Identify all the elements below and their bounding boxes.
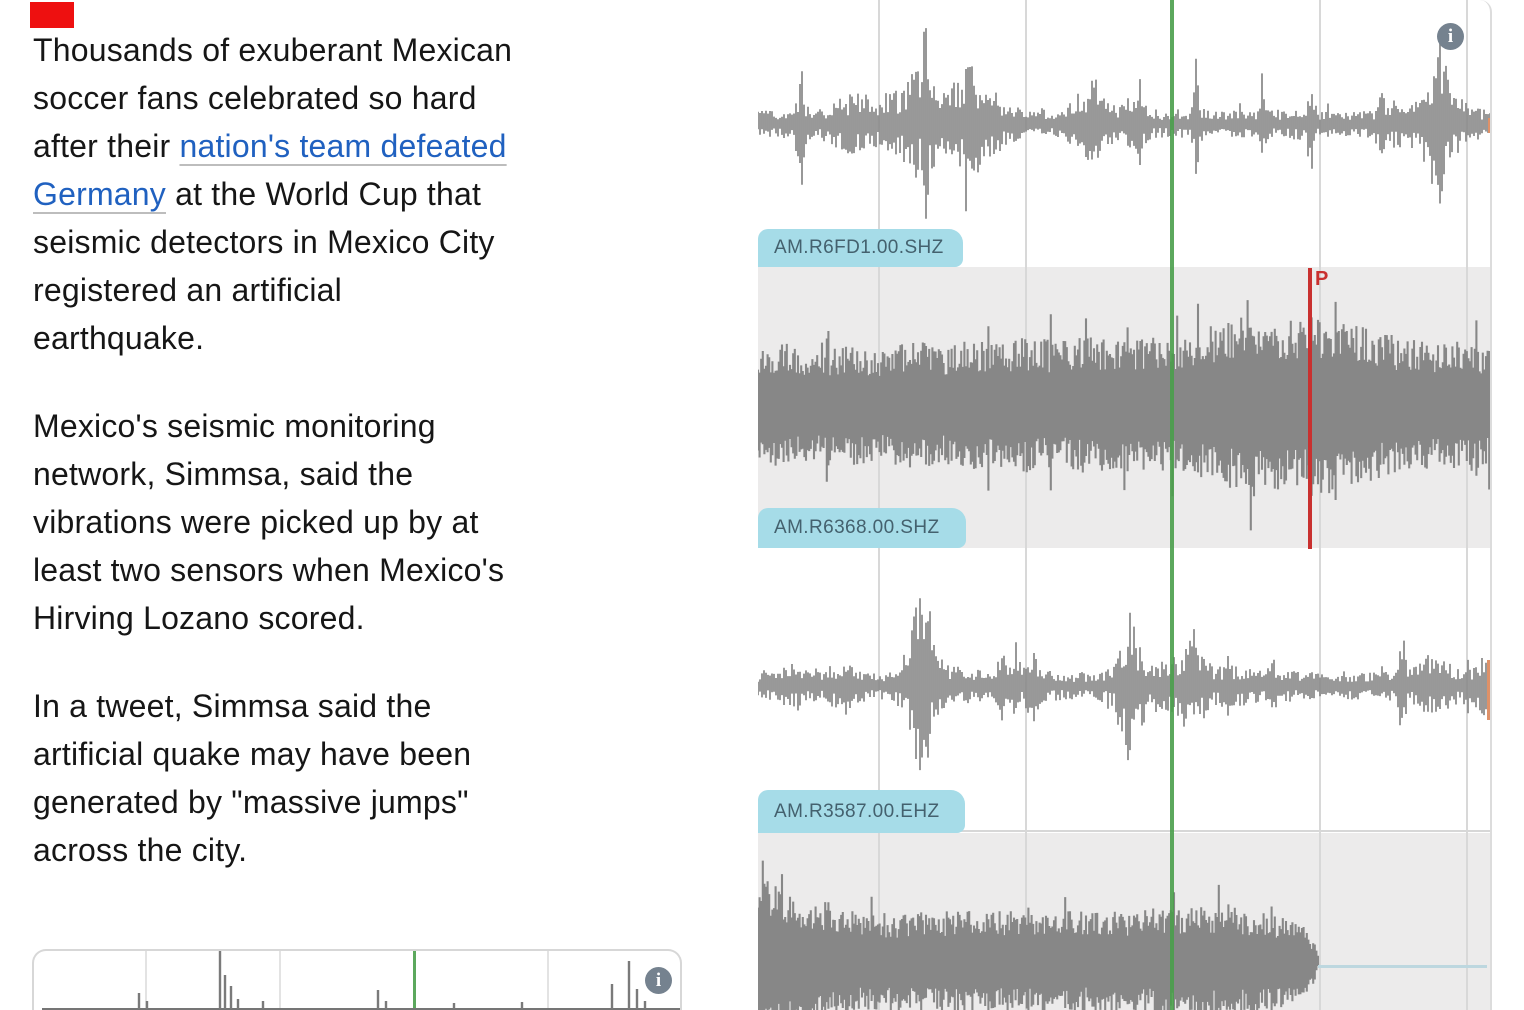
waveform-trace-mini [137,951,647,1009]
waveform-trace-3 [758,598,1490,771]
gridline [1466,0,1468,1010]
p-pick-line [1308,268,1312,549]
paragraph-text: Thousands of exuberant Mexican soccer fa… [33,32,513,164]
station-label-tab: AM.R6368.00.SHZ [758,508,966,548]
paragraph-text: at the World Cup that seismic detectors … [33,176,495,356]
info-icon[interactable]: i [645,967,672,994]
gridline [681,951,682,1010]
red-badge [30,2,74,28]
waveform-trace-4 [758,860,1320,1010]
edge-marker [1488,118,1490,133]
station-label-tab: AM.R6FD1.00.SHZ [758,229,963,267]
panel-divider [758,830,1490,832]
station-label-tab: AM.R3587.00.EHZ [758,790,965,833]
gridline [145,951,147,1010]
mini-seismogram-panel: i [32,949,682,1010]
gridline [547,951,549,1010]
green-timeline [1170,0,1174,1010]
flat-trace-line [1318,965,1487,968]
info-icon[interactable]: i [1437,23,1464,50]
edge-marker [1487,660,1490,720]
gridline [1025,0,1027,1010]
trace-baseline [42,1008,680,1010]
waveform-trace-2 [758,300,1490,531]
article-body: Thousands of exuberant Mexican soccer fa… [33,26,701,914]
paragraph-3: In a tweet, Simmsa said the artificial q… [33,688,472,868]
gridline [1319,0,1321,1010]
seismogram-viewer: P AM.R6FD1.00.SHZ AM.R6368.00.SHZ AM.R3587.… [758,0,1492,1010]
gridline [279,951,281,1010]
waveform-trace-1 [758,28,1490,219]
paragraph-1: Thousands of exuberant Mexican soccer fa… [33,26,701,362]
green-timeline [413,951,416,1010]
p-pick-label: P [1315,268,1329,290]
gridline [878,0,880,1010]
article-link-nations-team-defeated-germany[interactable]: nation's team defeated Germany [33,128,507,212]
paragraph-2: Mexico's seismic monitoring network, Sim… [33,408,505,636]
